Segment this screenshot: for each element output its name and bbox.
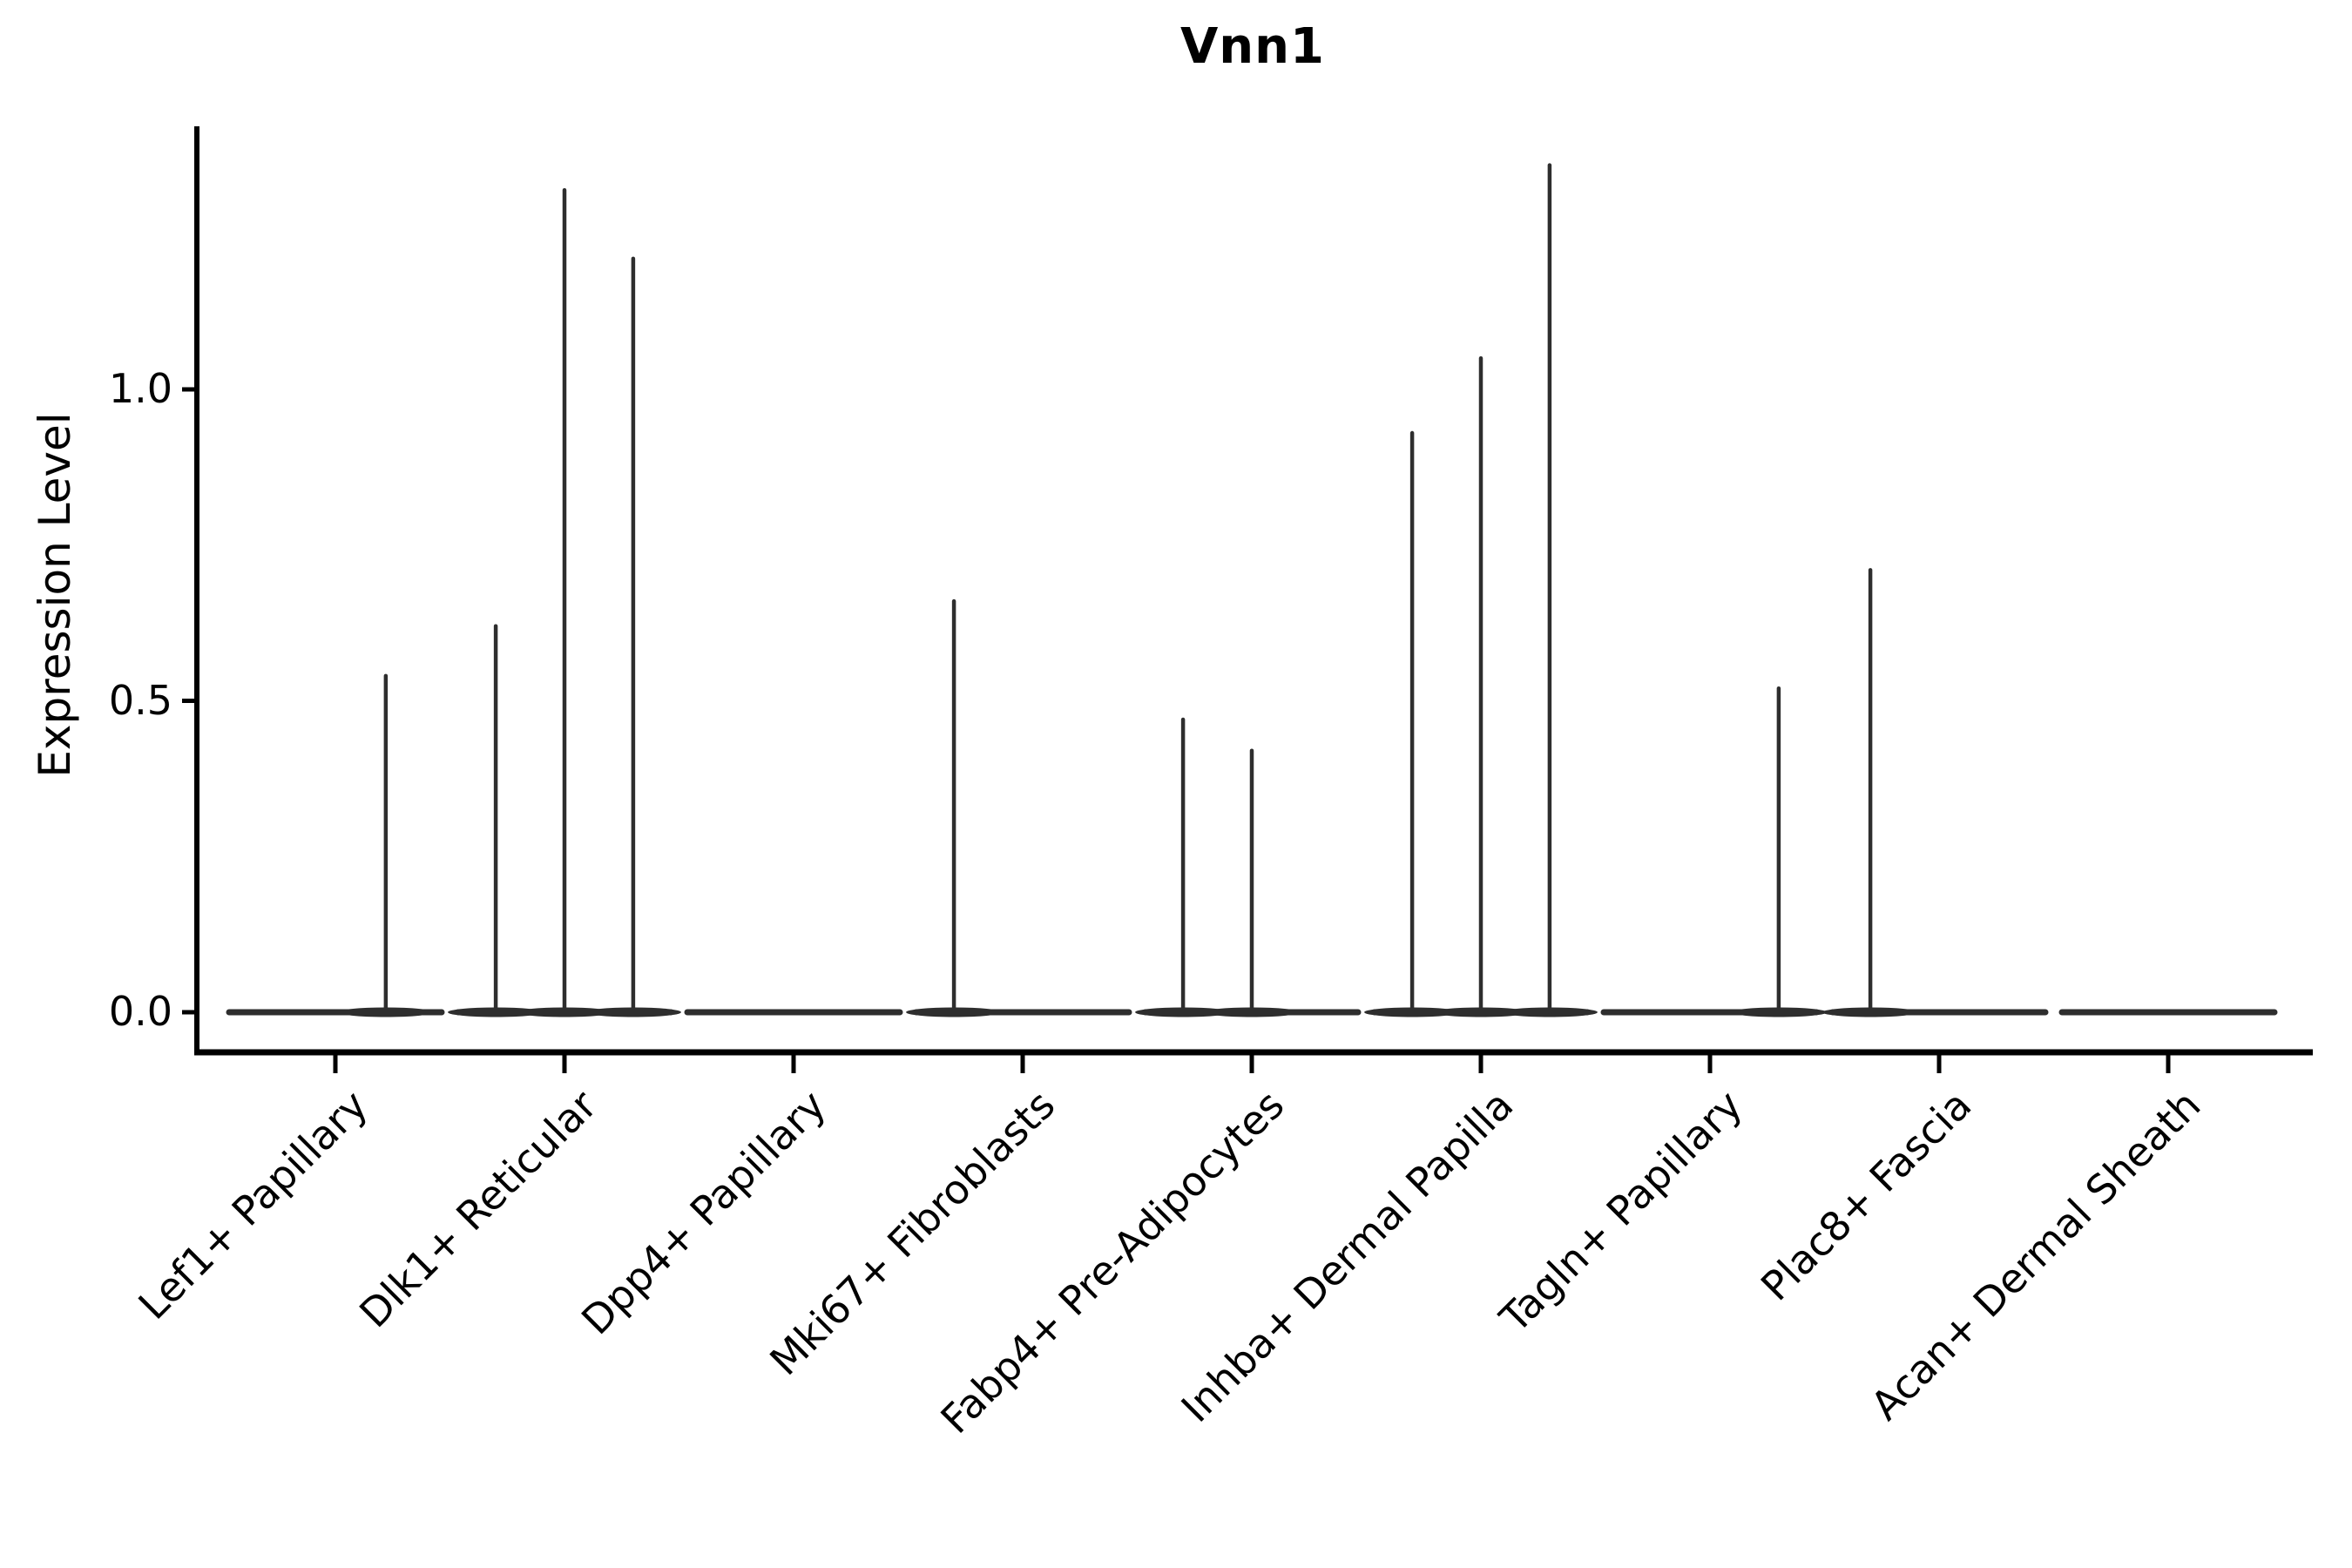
chart-title: Vnn1 (1179, 18, 1326, 75)
y-tick-label: 0.0 (108, 988, 172, 1035)
y-tick-label: 0.5 (108, 676, 172, 724)
y-tick-label: 1.0 (108, 365, 172, 412)
